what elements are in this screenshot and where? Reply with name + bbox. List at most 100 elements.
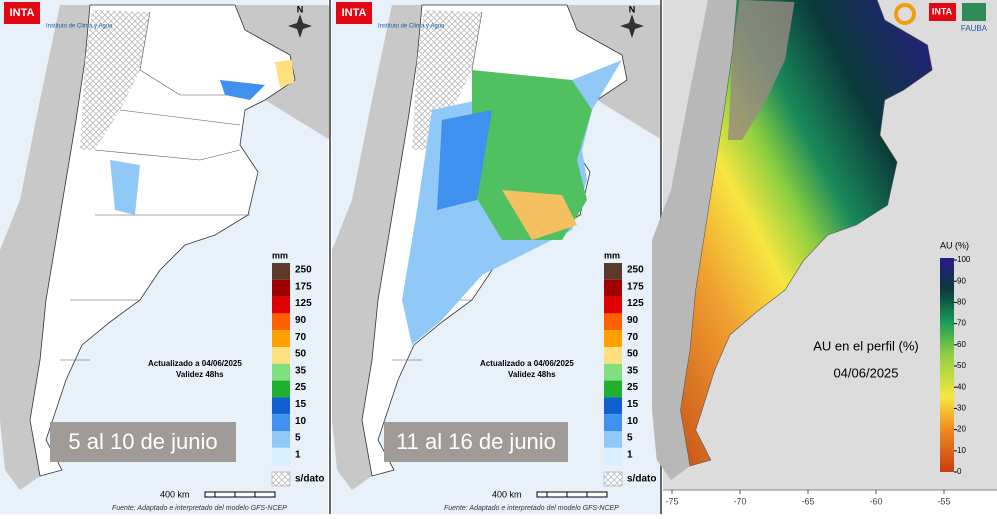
legend-label: 250 — [295, 265, 312, 276]
legend-swatch — [272, 380, 290, 398]
legend-label: 1 — [627, 449, 633, 460]
legend-nodata-swatch — [603, 471, 623, 487]
logo-badge — [336, 2, 372, 24]
legend-nodata-swatch — [271, 471, 291, 487]
period-box — [50, 422, 236, 462]
legend-label: 125 — [627, 298, 644, 309]
source: Fuente: Adaptado e interpretado del mode… — [112, 505, 287, 512]
legend-label: 35 — [295, 365, 307, 376]
neighbor-land — [0, 5, 90, 490]
compass — [620, 14, 644, 38]
legend-tick-label: 0 — [957, 467, 962, 476]
logo-ring — [894, 3, 916, 25]
no-data-area — [80, 10, 150, 150]
neighbor-land — [567, 5, 662, 140]
scale-bar — [204, 491, 276, 498]
legend-label: 10 — [627, 416, 639, 427]
x-tick-label: -55 — [937, 496, 950, 506]
updated: Actualizado a 04/06/2025 — [480, 359, 574, 368]
logo-text: FAUBA — [961, 24, 988, 33]
institute: Instituto de Clima y Agua — [46, 24, 113, 30]
period-label: 5 al 10 de junio — [68, 429, 217, 454]
legend-label: 1 — [295, 449, 301, 460]
legend-tick-label: 100 — [957, 255, 971, 264]
legend-tick-label: 70 — [957, 319, 966, 328]
legend-label: 50 — [627, 349, 639, 360]
logo-icon — [962, 3, 986, 21]
legend-label: 90 — [627, 315, 639, 326]
legend-label: 50 — [295, 349, 307, 360]
legend-label: 10 — [295, 416, 307, 427]
rain-area — [110, 160, 140, 215]
x-tick-label: -60 — [869, 496, 882, 506]
legend-tick-label: 60 — [957, 340, 966, 349]
legend-swatch — [604, 363, 622, 381]
legend-label: 25 — [295, 382, 307, 393]
legend-swatch — [604, 431, 622, 448]
legend-label: 35 — [627, 365, 639, 376]
x-tick-label: -65 — [801, 496, 814, 506]
caption-date: 04/06/2025 — [833, 365, 898, 380]
x-tick-label: -75 — [665, 496, 678, 506]
institute: Instituto de Clima y Agua — [378, 24, 445, 30]
legend-swatch — [604, 313, 622, 331]
rain-area — [275, 60, 294, 88]
legend-swatch — [272, 347, 290, 364]
soil-map — [652, 0, 933, 480]
legend-swatch — [272, 330, 290, 347]
legend-label: 250 — [627, 265, 644, 276]
legend-swatch — [604, 347, 622, 364]
legend-swatch — [272, 414, 290, 431]
legend-swatch — [272, 363, 290, 381]
legend-swatch — [604, 263, 622, 280]
legend-swatch — [604, 296, 622, 314]
legend-label: 15 — [295, 399, 307, 410]
caption: AU en el perfil (%) — [813, 338, 918, 353]
x-tick-label: -70 — [733, 496, 746, 506]
legend-label: 5 — [627, 433, 633, 444]
province-borders — [60, 11, 250, 361]
legend-swatch — [272, 431, 290, 448]
legend-swatch — [604, 279, 622, 297]
legend-tick-label: 40 — [957, 382, 966, 391]
legend-label: 175 — [627, 281, 644, 292]
legend-swatch — [604, 414, 622, 431]
no-data-area — [412, 10, 482, 150]
logo-text: INTA — [342, 7, 367, 19]
scale-label: 400 km — [160, 489, 190, 499]
legend-nodata: s/dato — [295, 474, 324, 485]
rain-area — [502, 190, 577, 240]
legend-swatch — [272, 296, 290, 314]
compass — [288, 14, 312, 38]
north-arrow: N — [297, 4, 304, 14]
legend-tick-label: 80 — [957, 298, 966, 307]
legend-tick-label: 20 — [957, 425, 966, 434]
legend-nodata: s/dato — [627, 474, 656, 485]
legend-label: 5 — [295, 433, 301, 444]
legend-tick-label: 30 — [957, 404, 966, 413]
validity: Validez 48hs — [176, 370, 224, 379]
legend-swatch — [272, 397, 290, 415]
rain-area — [220, 80, 265, 100]
logo-badge — [929, 3, 956, 21]
legend-unit: mm — [604, 250, 620, 260]
logo-badge — [4, 2, 40, 24]
logo-text: INTA — [932, 6, 953, 16]
neighbor-land — [235, 5, 330, 140]
legend-tick-label: 90 — [957, 276, 966, 285]
logo-text: INTA — [10, 7, 35, 19]
neighbor-land — [332, 5, 422, 490]
legend-swatch — [272, 313, 290, 331]
source: Fuente: Adaptado e interpretado del mode… — [444, 505, 619, 512]
updated: Actualizado a 04/06/2025 — [148, 359, 242, 368]
rain-area — [437, 110, 492, 210]
legend-swatch — [272, 263, 290, 280]
legend-bar — [940, 258, 954, 472]
north-arrow: N — [629, 4, 636, 14]
legend-label: 25 — [627, 382, 639, 393]
legend-label: 90 — [295, 315, 307, 326]
